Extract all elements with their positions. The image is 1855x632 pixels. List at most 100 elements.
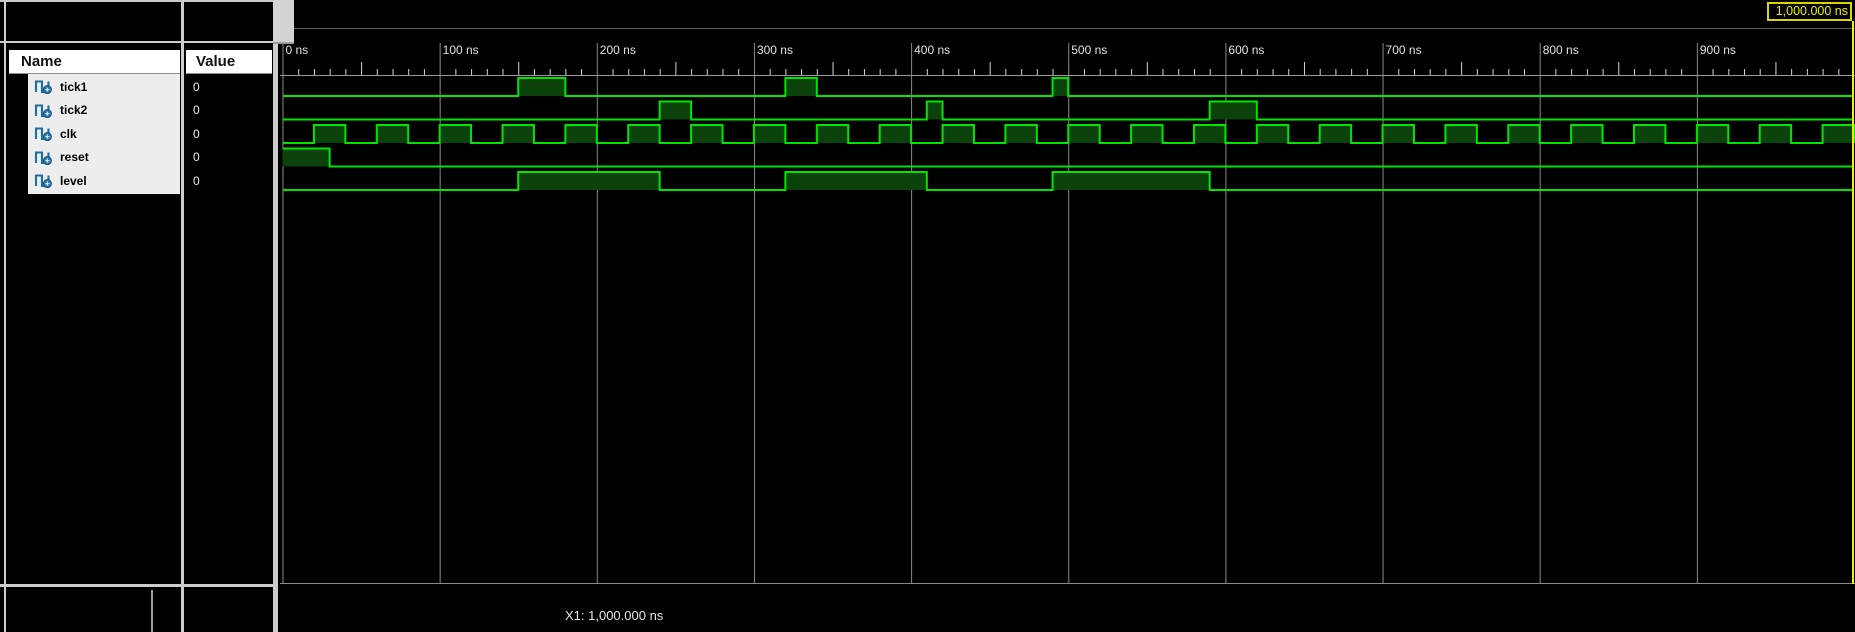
ruler-tick-minor xyxy=(643,69,645,75)
ruler-tick-major xyxy=(832,62,834,75)
splitter-value-wave[interactable] xyxy=(273,0,278,632)
ruler-tick-minor xyxy=(628,69,630,75)
ruler-tick-minor xyxy=(455,69,457,75)
signal-row-level[interactable]: level xyxy=(28,169,180,192)
wave-high-fill xyxy=(1319,126,1352,143)
ruler-tick-minor xyxy=(1021,69,1023,75)
name-column-header[interactable]: Name xyxy=(9,50,180,74)
ruler-tick-major xyxy=(675,62,677,75)
signal-value-list: 0 0 0 0 0 xyxy=(186,74,272,194)
ruler-tick-minor xyxy=(848,69,850,75)
wave-reset[interactable] xyxy=(282,147,1855,168)
wave-trace xyxy=(282,171,1854,191)
wave-high-fill xyxy=(502,126,534,143)
wave-trace xyxy=(282,147,1854,168)
wave-tick1[interactable] xyxy=(282,77,1855,97)
wave-tick2[interactable] xyxy=(282,100,1855,121)
signal-value-clk: 0 xyxy=(193,126,200,141)
gridline-400 xyxy=(911,43,913,584)
splitter-name-value[interactable] xyxy=(181,0,184,632)
wave-clk[interactable] xyxy=(282,124,1855,144)
gridline-900 xyxy=(1696,43,1698,584)
ruler-tick-minor xyxy=(1806,69,1808,75)
value-column-header[interactable]: Value xyxy=(186,50,272,74)
ruler-tick-minor xyxy=(549,69,551,75)
wave-high-fill xyxy=(785,79,817,96)
signal-waveform-icon xyxy=(34,174,52,188)
toolbar-bottom-line xyxy=(0,41,276,43)
ruler-label-600: 600 ns xyxy=(1228,43,1265,57)
wave-high-fill xyxy=(1068,126,1100,143)
time-cursor[interactable] xyxy=(1852,21,1854,584)
ruler-tick-minor xyxy=(1131,69,1133,75)
signal-row-clk[interactable]: clk xyxy=(28,122,180,145)
wave-high-fill xyxy=(376,126,409,143)
wave-high-fill xyxy=(785,173,927,190)
wave-high-fill xyxy=(942,126,974,143)
wave-high-fill xyxy=(1822,126,1854,143)
signal-row-tick1[interactable]: tick1 xyxy=(28,75,180,98)
ruler-tick-minor xyxy=(1743,69,1745,75)
ruler-tick-minor xyxy=(942,69,944,75)
ruler-label-700: 700 ns xyxy=(1385,43,1422,57)
ruler-tick-minor xyxy=(423,69,425,75)
panel-bottom-line xyxy=(0,584,277,587)
ruler-tick-minor xyxy=(1036,69,1038,75)
ruler-tick-minor xyxy=(1759,69,1761,75)
ruler-tick-minor xyxy=(738,69,740,75)
ruler-tick-minor xyxy=(1209,69,1211,75)
wave-high-fill xyxy=(1052,173,1210,190)
ruler-tick-minor xyxy=(706,69,708,75)
ruler-tick-minor xyxy=(329,69,331,75)
value-panel: Value 0 0 0 0 0 xyxy=(186,44,272,584)
wave-high-fill xyxy=(1445,126,1477,143)
ruler-tick-minor xyxy=(1052,69,1054,75)
wave-high-fill xyxy=(313,126,346,143)
ruler-tick-minor xyxy=(1083,69,1085,75)
ruler-tick-minor xyxy=(1508,69,1510,75)
panel-corner-block xyxy=(273,0,294,44)
signal-name-label: reset xyxy=(60,150,89,164)
gridline-500 xyxy=(1068,43,1070,584)
wave-high-fill xyxy=(1209,102,1257,120)
ruler-label-400: 400 ns xyxy=(914,43,951,57)
ruler-label-900: 900 ns xyxy=(1699,43,1736,57)
ruler-tick-minor xyxy=(565,69,567,75)
wave-high-fill xyxy=(1256,126,1289,143)
ruler-tick-major xyxy=(1461,62,1463,75)
signal-waveform-icon xyxy=(34,127,52,141)
gridline-200 xyxy=(596,43,598,584)
ruler-tick-minor xyxy=(345,69,347,75)
ruler-tick-minor xyxy=(1413,69,1415,75)
wave-high-fill xyxy=(628,126,660,143)
ruler-tick-minor xyxy=(769,69,771,75)
ruler-tick-minor xyxy=(659,69,661,75)
timeline-ruler[interactable]: 0 ns 100 ns 200 ns 300 ns 400 ns 500 ns 600 ns… xyxy=(280,0,1855,60)
top-strip-line xyxy=(280,28,1855,29)
ruler-tick-major xyxy=(1775,62,1777,75)
ruler-tick-minor xyxy=(612,69,614,75)
wave-high-fill xyxy=(1571,126,1603,143)
signal-row-tick2[interactable]: tick2 xyxy=(28,99,180,122)
ruler-label-0: 0 ns xyxy=(285,43,309,57)
wave-high-fill xyxy=(753,126,786,143)
ruler-tick-minor xyxy=(1115,69,1117,75)
gridline-700 xyxy=(1382,43,1384,584)
signal-row-reset[interactable]: reset xyxy=(28,146,180,169)
ruler-tick-minor xyxy=(722,69,724,75)
ruler-tick-minor xyxy=(1602,69,1604,75)
ruler-tick-minor xyxy=(1586,69,1588,75)
ruler-tick-major xyxy=(1146,62,1148,75)
ruler-tick-major xyxy=(518,62,520,75)
wave-trace xyxy=(282,124,1855,144)
ruler-tick-minor xyxy=(1162,69,1164,75)
signal-name-label: tick2 xyxy=(60,103,88,117)
ruler-tick-minor xyxy=(1288,69,1290,75)
wave-level[interactable] xyxy=(282,171,1855,191)
wave-high-fill xyxy=(926,102,943,120)
wave-high-fill xyxy=(1052,79,1069,96)
signal-value-level: 0 xyxy=(193,173,200,188)
ruler-tick-minor xyxy=(1335,69,1337,75)
ruler-label-500: 500 ns xyxy=(1071,43,1108,57)
waveform-canvas[interactable] xyxy=(280,0,1855,585)
